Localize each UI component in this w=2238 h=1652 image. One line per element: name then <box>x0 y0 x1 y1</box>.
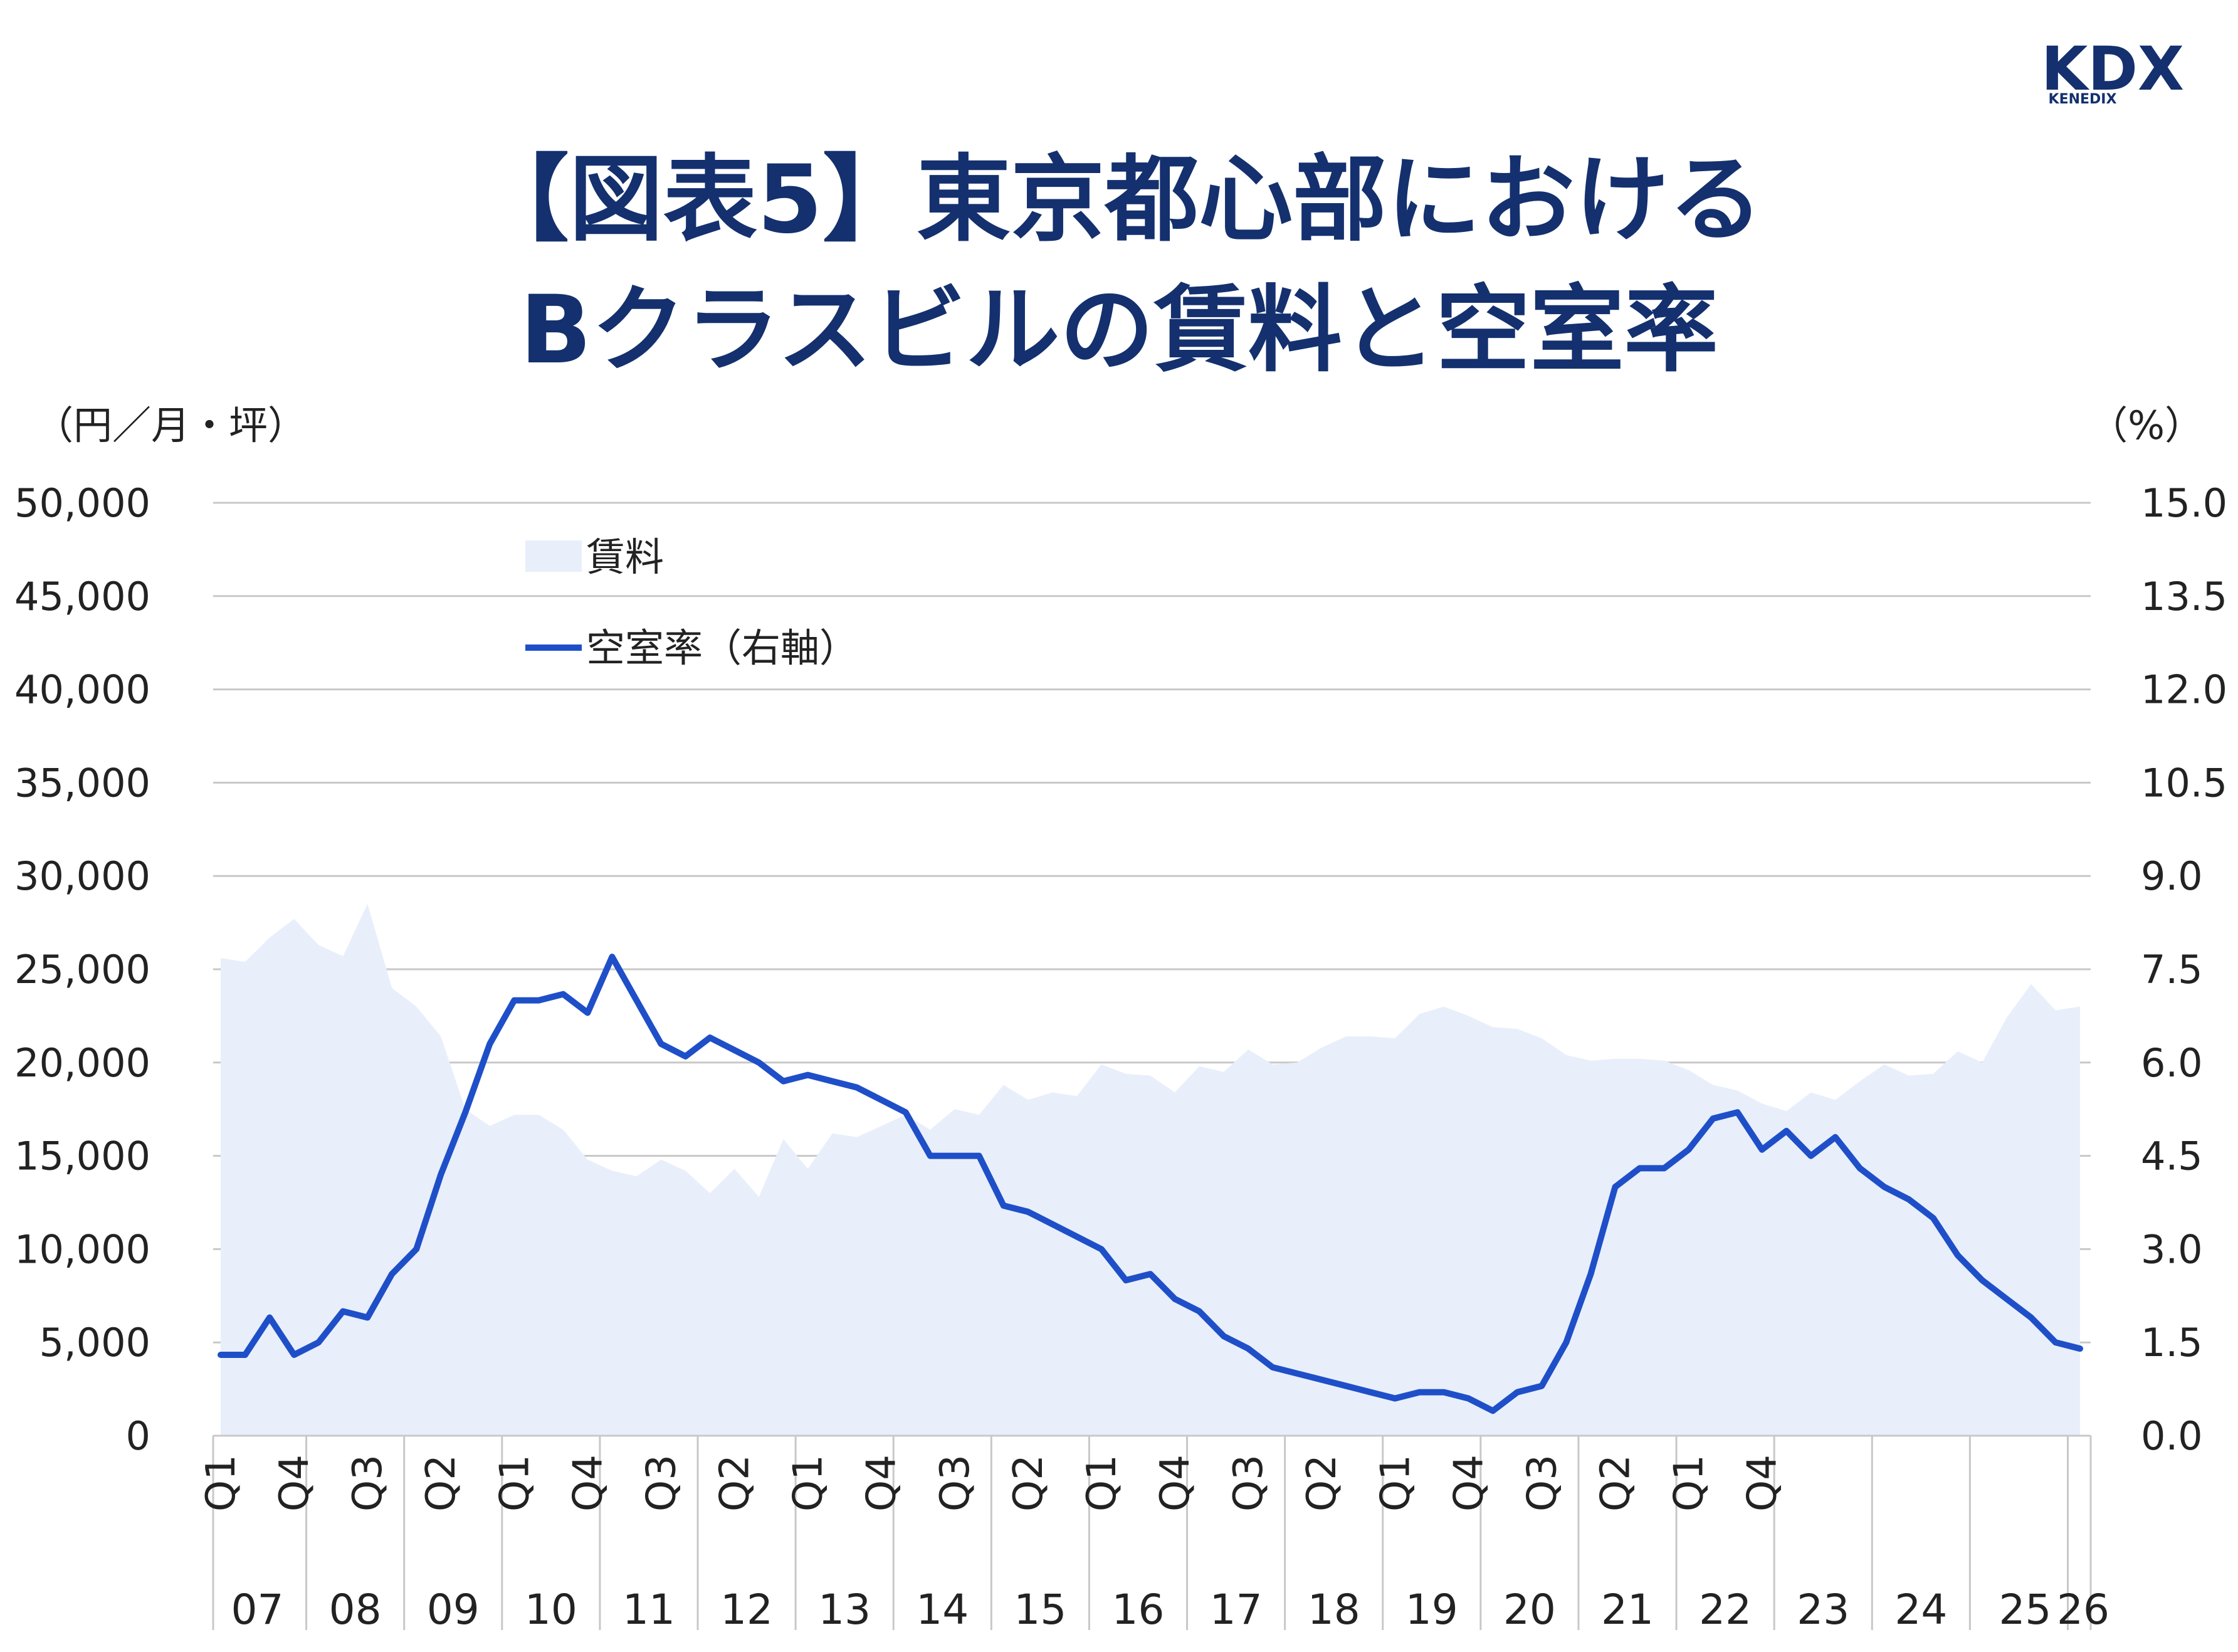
left-axis-tick-label: 50,000 <box>14 480 150 526</box>
x-quarter-label: Q1 <box>1666 1455 1713 1512</box>
legend-rent-swatch <box>525 540 582 572</box>
right-axis-tick-label: 6.0 <box>2141 1040 2203 1086</box>
x-quarter-label: Q2 <box>712 1455 759 1512</box>
x-quarter-label: Q3 <box>1226 1455 1272 1512</box>
x-year-label: 13 <box>818 1586 871 1634</box>
logo-wordmark: KDX <box>2041 34 2184 104</box>
x-year-label: 21 <box>1601 1586 1654 1634</box>
right-axis-tick-label: 3.0 <box>2141 1226 2203 1272</box>
x-year-label: 18 <box>1308 1586 1360 1634</box>
x-year-label: 24 <box>1894 1586 1947 1634</box>
x-year-label: 19 <box>1405 1586 1458 1634</box>
x-quarter-label: Q2 <box>1593 1455 1639 1512</box>
vacancy-line-layer <box>218 954 2083 1414</box>
x-year-label: 22 <box>1699 1586 1752 1634</box>
x-quarter-label: Q3 <box>932 1455 979 1512</box>
left-axis-unit: （円／月・坪） <box>34 402 307 448</box>
x-year-label: 10 <box>525 1586 577 1634</box>
right-axis-tick-label: 12.0 <box>2141 667 2227 713</box>
right-axis-tick-label: 15.0 <box>2141 480 2227 526</box>
right-axis-tick-label: 0.0 <box>2141 1413 2203 1459</box>
x-quarter-label: Q2 <box>1006 1455 1052 1512</box>
left-axis-tick-label: 40,000 <box>14 667 150 713</box>
x-quarter-label: Q4 <box>565 1455 611 1512</box>
x-quarter-label: Q1 <box>491 1455 538 1512</box>
x-quarter-label: Q3 <box>345 1455 391 1512</box>
left-axis-tick-label: 10,000 <box>14 1226 150 1272</box>
x-year-label: 15 <box>1014 1586 1066 1634</box>
x-quarter-label: Q1 <box>1079 1455 1125 1512</box>
left-axis-tick-label: 30,000 <box>14 853 150 899</box>
x-year-label: 23 <box>1797 1586 1849 1634</box>
right-axis-tick-label: 13.5 <box>2141 574 2227 619</box>
x-quarter-label: Q1 <box>1372 1455 1419 1512</box>
x-quarter-label: Q3 <box>638 1455 685 1512</box>
left-axis-tick-label: 35,000 <box>14 760 150 806</box>
x-year-label: 25 <box>1999 1586 2051 1634</box>
x-year-label: 08 <box>329 1586 382 1634</box>
x-quarter-label: Q3 <box>1519 1455 1565 1512</box>
x-quarter-label: Q4 <box>1740 1455 1786 1512</box>
legend: 賃料 空室率（右軸） <box>525 534 858 671</box>
x-quarter-label: Q4 <box>1446 1455 1492 1512</box>
right-axis-unit: （%） <box>2089 402 2204 448</box>
x-quarter-label: Q2 <box>1299 1455 1345 1512</box>
x-year-label: 17 <box>1210 1586 1263 1634</box>
left-axis-ticks: 0 5,000 10,000 15,000 20,000 25,000 30,000 35,0… <box>14 480 150 1459</box>
x-quarter-label: Q4 <box>1152 1455 1199 1512</box>
x-year-label: 07 <box>231 1586 284 1634</box>
logo-subtext: KENEDIX <box>2049 92 2117 107</box>
chart-title-line-2: Bクラスビルの賃料と空室率 <box>520 276 1718 385</box>
x-quarter-label: Q1 <box>198 1455 244 1512</box>
right-axis-ticks: 0.0 1.5 3.0 4.5 6.0 7.5 9.0 10.5 12.0 13.5 15.0 <box>2141 480 2227 1459</box>
vacancy-line <box>218 954 2083 1414</box>
legend-rent-label: 賃料 <box>586 534 664 580</box>
x-year-label: 09 <box>427 1586 480 1634</box>
left-axis-tick-label: 15,000 <box>14 1134 150 1179</box>
x-year-label: 26 <box>2057 1586 2109 1634</box>
x-year-label: 14 <box>916 1586 969 1634</box>
x-year-label: 20 <box>1503 1586 1556 1634</box>
x-year-label: 12 <box>720 1586 773 1634</box>
legend-vacancy-label: 空室率（右軸） <box>586 625 858 671</box>
x-axis: 07 08 09 10 11 12 13 14 15 16 17 18 19 20 21 22 23 24 25 26… <box>198 1434 2109 1634</box>
right-axis-tick-label: 10.5 <box>2141 760 2227 806</box>
x-year-label: 16 <box>1111 1586 1164 1634</box>
left-axis-tick-label: 25,000 <box>14 947 150 992</box>
x-year-label: 11 <box>623 1586 675 1634</box>
left-axis-tick-label: 0 <box>126 1413 150 1459</box>
right-axis-tick-label: 7.5 <box>2141 947 2203 992</box>
kdx-logo: KDX KENEDIX <box>2041 34 2184 107</box>
left-axis-tick-label: 20,000 <box>14 1040 150 1086</box>
right-axis-tick-label: 9.0 <box>2141 853 2203 899</box>
x-quarter-label: Q4 <box>859 1455 905 1512</box>
left-axis-tick-label: 5,000 <box>39 1320 151 1365</box>
x-quarter-label: Q2 <box>418 1455 465 1512</box>
right-axis-tick-label: 4.5 <box>2141 1134 2203 1179</box>
rent-area <box>221 903 2080 1436</box>
right-axis-tick-label: 1.5 <box>2141 1320 2203 1365</box>
x-quarter-label: Q4 <box>271 1455 318 1512</box>
rent-area-layer <box>221 903 2080 1436</box>
chart-title-line-1: 【図表5】東京都心部における <box>475 145 1763 255</box>
x-quarter-label: Q1 <box>785 1455 832 1512</box>
left-axis-tick-label: 45,000 <box>14 574 150 619</box>
